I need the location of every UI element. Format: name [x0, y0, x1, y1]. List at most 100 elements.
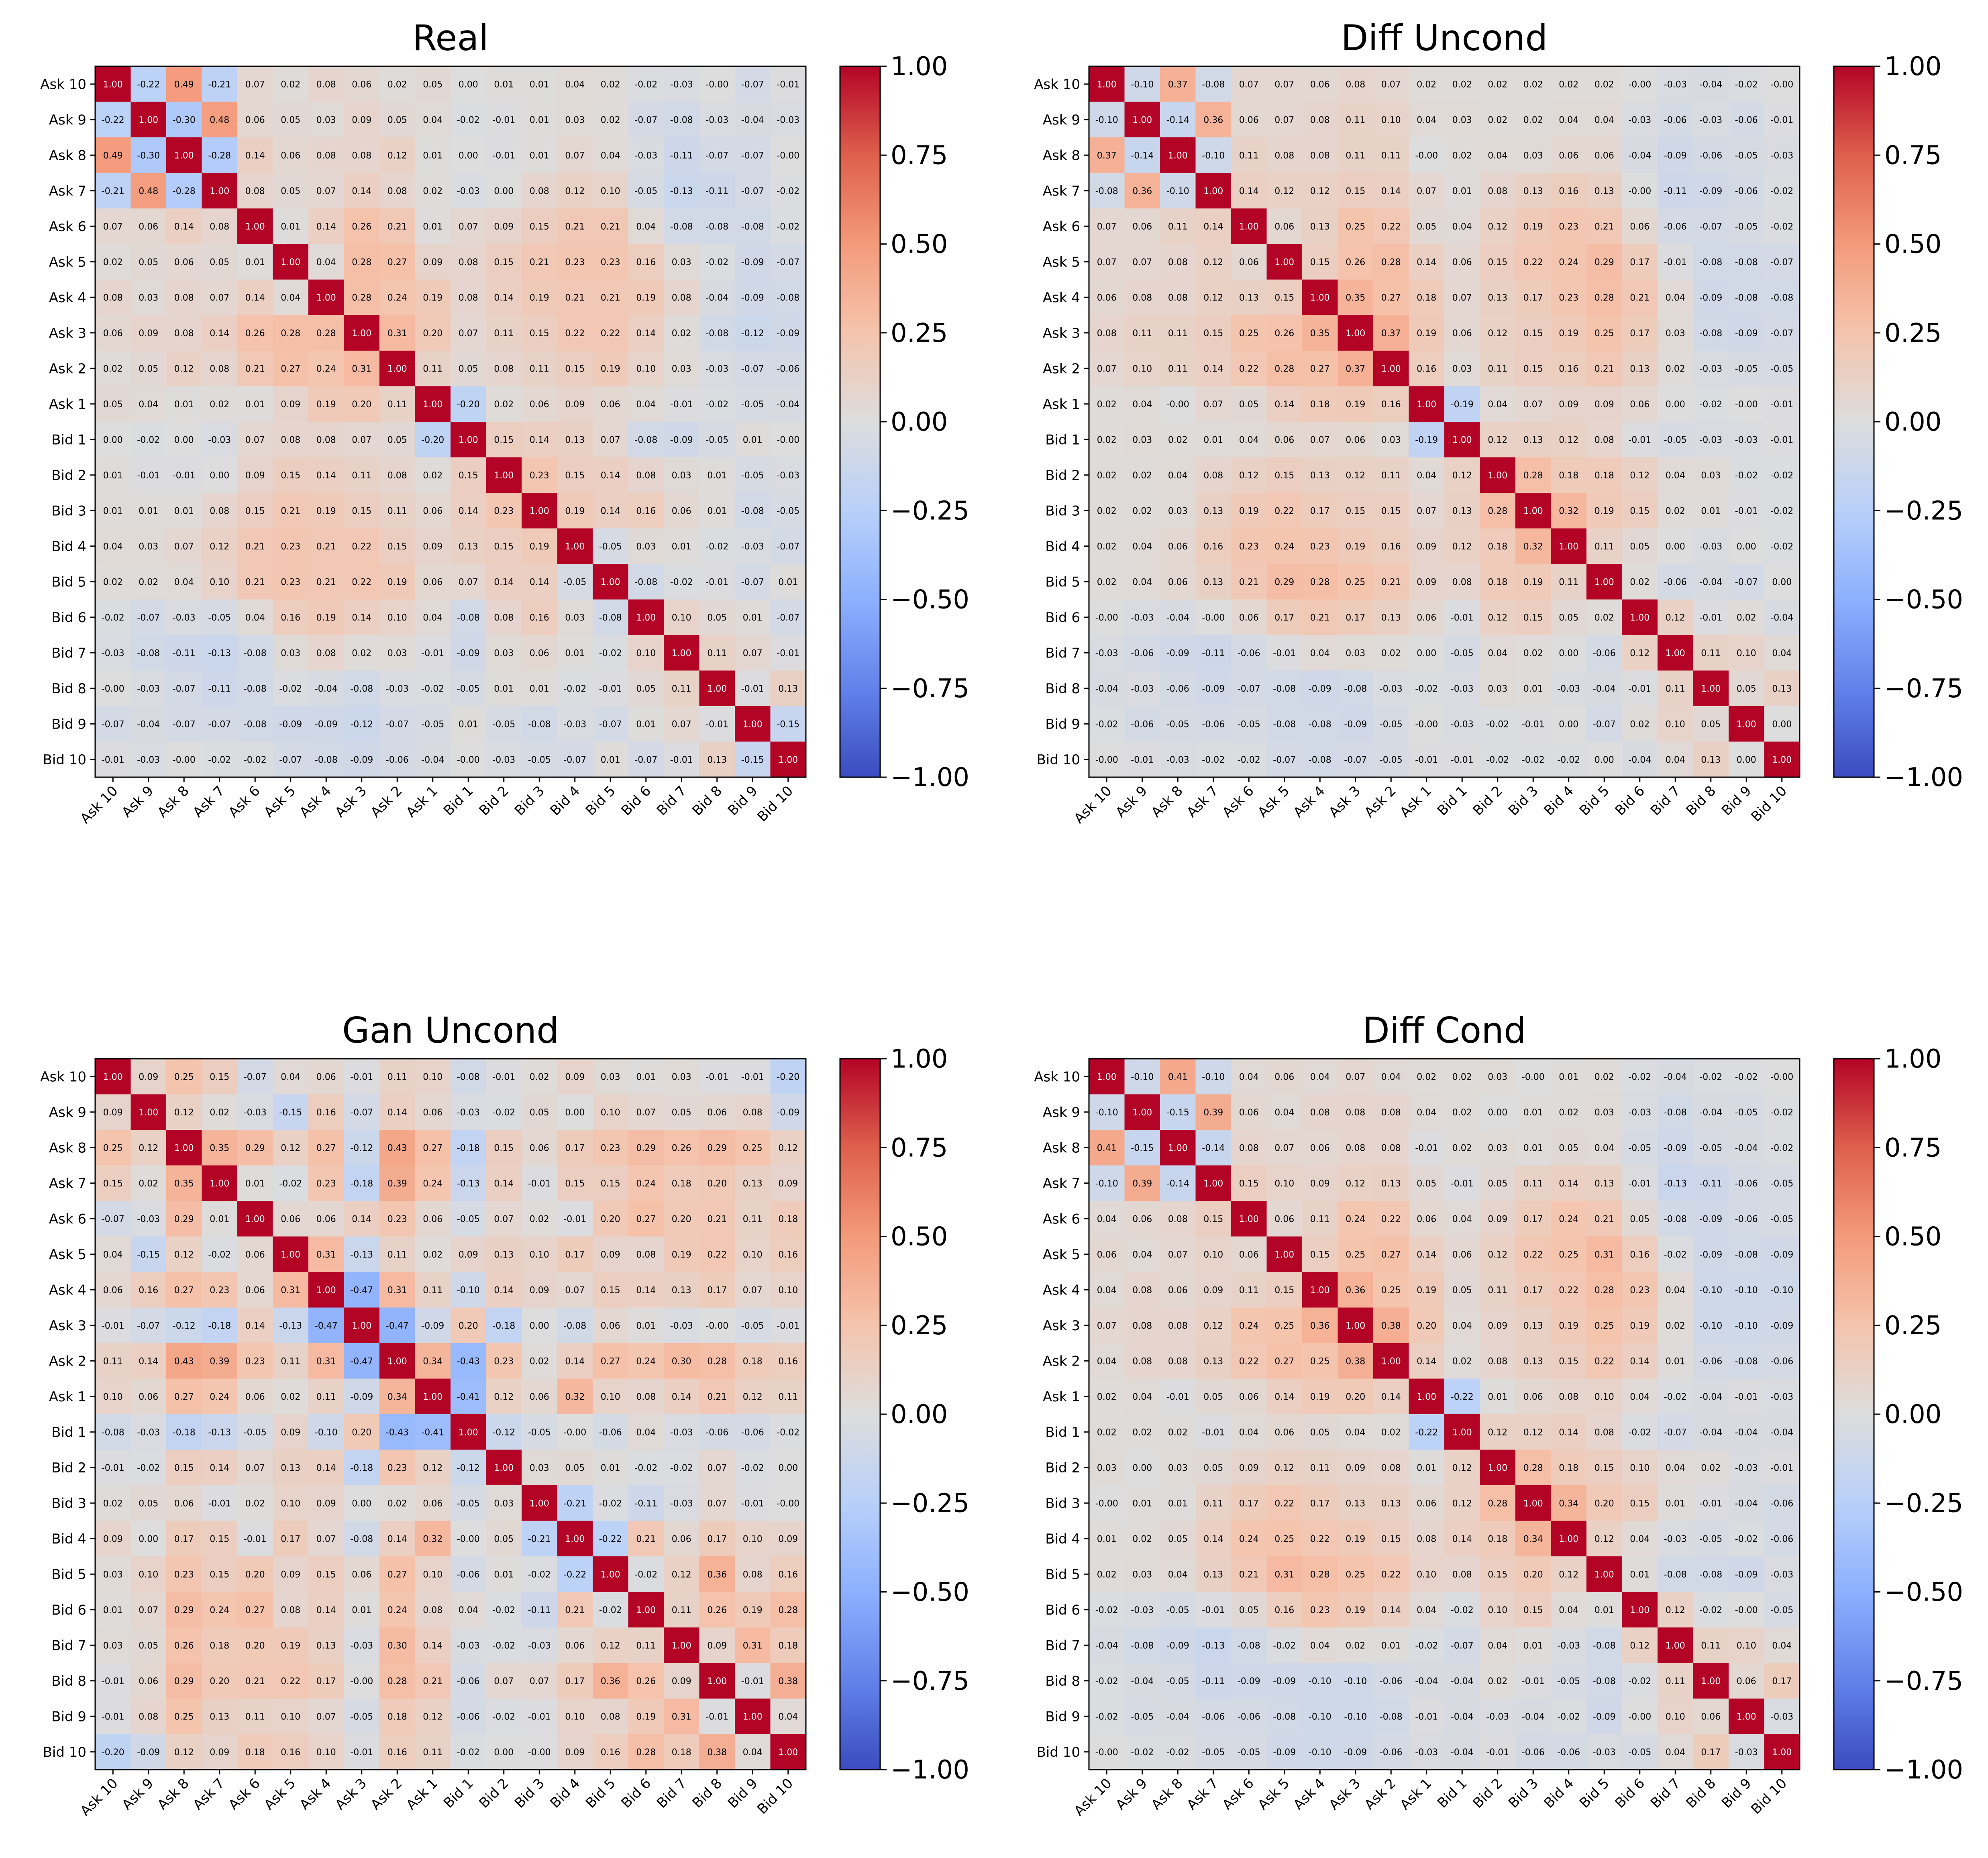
- cell-value-label: 0.10: [1381, 115, 1401, 125]
- heatmap-cell: [379, 102, 416, 138]
- cell-value-label: -0.05: [1628, 1143, 1651, 1153]
- cell-value-label: -0.03: [1628, 115, 1651, 125]
- y-tick-label: Ask 3: [1043, 325, 1080, 341]
- cell-value-label: 0.06: [245, 1250, 265, 1260]
- cell-value-label: -0.10: [1095, 1108, 1118, 1118]
- cell-value-label: 0.37: [1346, 364, 1365, 374]
- cell-value-label: 0.31: [316, 1356, 336, 1366]
- heatmap-cell: [1373, 280, 1409, 316]
- cell-value-label: 0.14: [245, 151, 265, 161]
- heatmap-cell: [130, 137, 167, 174]
- heatmap-cell: [557, 137, 593, 174]
- heatmap-cell: [628, 422, 664, 458]
- heatmap-cell: [1586, 244, 1623, 280]
- cell-value-label: 0.15: [1630, 1499, 1650, 1509]
- cell-value-label: 0.15: [1488, 1570, 1507, 1580]
- cell-value-label: 0.07: [139, 1605, 158, 1615]
- heatmap-cell: [522, 102, 558, 138]
- cell-value-label: -0.07: [279, 755, 302, 765]
- cell-value-label: 0.28: [1381, 257, 1401, 267]
- cell-value-label: 0.17: [565, 1143, 585, 1153]
- heatmap-cell: [379, 741, 416, 778]
- cell-value-label: 1.00: [459, 435, 478, 445]
- cell-value-label: 0.22: [1274, 506, 1294, 516]
- cell-value-label: 0.12: [1488, 1250, 1507, 1260]
- heatmap-cell: [664, 386, 700, 422]
- cell-value-label: -0.01: [670, 400, 693, 410]
- y-tick-label: Bid 4: [1045, 1531, 1080, 1547]
- cell-value-label: 0.17: [1772, 1676, 1792, 1686]
- cell-value-label: -0.22: [1415, 1427, 1438, 1437]
- cell-value-label: -0.02: [208, 755, 231, 765]
- cell-value-label: 0.06: [1417, 1499, 1436, 1509]
- heatmap-cell: [486, 66, 522, 102]
- cell-value-label: 0.11: [1346, 115, 1365, 125]
- cell-value-label: -0.08: [563, 1321, 586, 1331]
- cell-value-label: -0.07: [208, 719, 231, 729]
- cell-value-label: 0.07: [1203, 400, 1223, 410]
- heatmap-cell: [1729, 208, 1765, 245]
- cell-value-label: -0.08: [1309, 719, 1331, 729]
- cell-value-label: 0.31: [387, 1285, 407, 1295]
- heatmap-cell: [1266, 208, 1303, 245]
- heatmap-cell: [1480, 208, 1516, 245]
- cell-value-label: -0.09: [137, 1748, 160, 1758]
- cell-value-label: -0.01: [1664, 257, 1687, 267]
- cell-value-label: 0.18: [1488, 1534, 1507, 1544]
- heatmap-cell: [1160, 244, 1196, 280]
- cell-value-label: -0.10: [1699, 1321, 1722, 1331]
- cell-value-label: 1.00: [1346, 1321, 1365, 1331]
- heatmap-cell: [95, 66, 131, 102]
- cell-value-label: 0.18: [1310, 400, 1330, 410]
- cell-value-label: 0.06: [423, 577, 442, 587]
- heatmap-cell: [415, 315, 451, 351]
- cell-value-label: 0.25: [1346, 1250, 1365, 1260]
- cell-value-label: 0.08: [1594, 1427, 1614, 1437]
- heatmap-cell: [344, 599, 380, 635]
- heatmap-cell: [628, 173, 664, 209]
- cell-value-label: -0.01: [1273, 648, 1296, 658]
- cell-value-label: -0.10: [1699, 1285, 1722, 1295]
- cell-value-label: 0.27: [1310, 364, 1330, 374]
- cell-value-label: 0.04: [1666, 471, 1685, 481]
- cell-value-label: 1.00: [636, 1605, 656, 1615]
- cell-value-label: 0.06: [1737, 1676, 1756, 1686]
- heatmap-cell: [1302, 102, 1338, 138]
- heatmap-cell: [486, 137, 522, 174]
- y-tick-label: Ask 9: [1043, 1105, 1080, 1121]
- cell-value-label: -0.04: [137, 719, 160, 729]
- heatmap-cell: [237, 741, 273, 778]
- cell-value-label: 0.01: [245, 257, 265, 267]
- cell-value-label: -0.08: [350, 684, 373, 694]
- cell-value-label: 0.04: [1346, 1427, 1365, 1437]
- cell-value-label: -0.05: [1699, 1143, 1722, 1153]
- cell-value-label: 0.20: [1417, 1321, 1436, 1331]
- heatmap-cell: [1231, 137, 1267, 174]
- heatmap-cell: [1195, 208, 1232, 245]
- heatmap-cell: [202, 137, 238, 174]
- heatmap-cell: [522, 457, 558, 493]
- cell-value-label: -0.03: [670, 1427, 693, 1437]
- cell-value-label: 1.00: [1203, 1179, 1223, 1189]
- heatmap-cell: [486, 635, 522, 671]
- cell-value-label: -0.05: [1451, 648, 1474, 658]
- cell-value-label: 0.14: [636, 1285, 656, 1295]
- cell-value-label: 0.20: [1594, 1499, 1614, 1509]
- colorbar-tick-label: 0.00: [1884, 1400, 1942, 1429]
- cell-value-label: 0.04: [1132, 577, 1152, 587]
- heatmap-cell: [1089, 102, 1125, 138]
- cell-value-label: 0.08: [1381, 1463, 1401, 1473]
- colorbar-gradient: [1834, 1059, 1874, 1770]
- cell-value-label: 0.06: [174, 257, 194, 267]
- heatmap-cell: [130, 528, 167, 564]
- heatmap-cell: [237, 137, 273, 174]
- colorbar-tick-label: −0.75: [891, 1666, 969, 1696]
- heatmap-cell: [1231, 280, 1267, 316]
- cell-value-label: 0.13: [778, 684, 798, 694]
- heatmap-cell: [1302, 244, 1338, 280]
- cell-value-label: 0.06: [1168, 542, 1188, 552]
- cell-value-label: 0.13: [1523, 435, 1543, 445]
- heatmap-cell: [451, 173, 487, 209]
- colorbar-tick-label: −0.75: [891, 674, 969, 704]
